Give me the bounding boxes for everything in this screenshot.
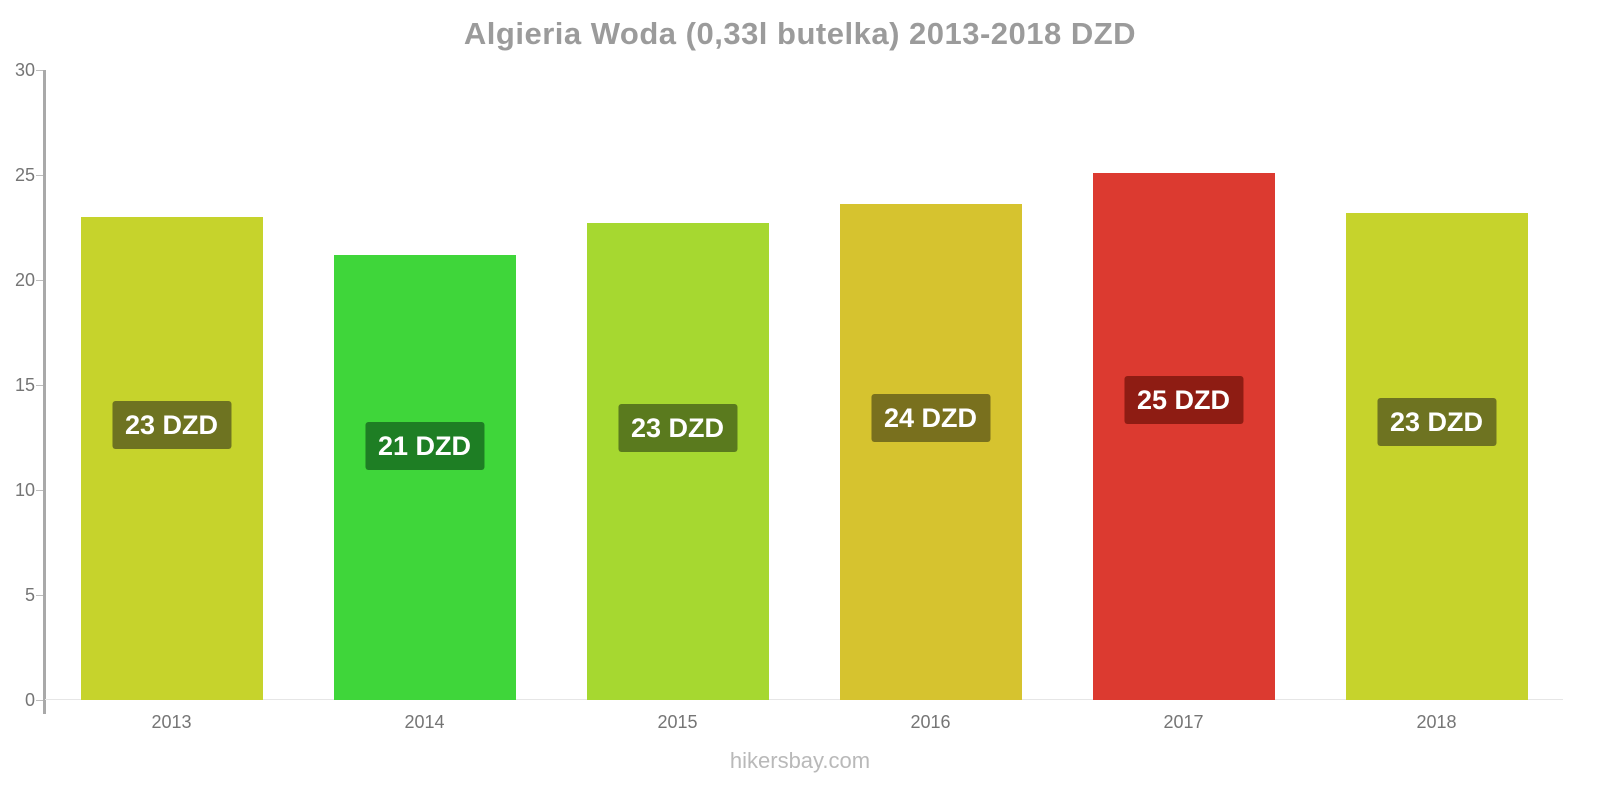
bar-value-label: 23 DZD [111, 400, 232, 449]
bar-value-label: 25 DZD [1123, 375, 1244, 424]
bar-2014: 21 DZD [333, 254, 516, 700]
y-tick-label: 15 [14, 375, 35, 395]
y-tick-mark [36, 70, 43, 71]
chart-title: Algieria Woda (0,33l butelka) 2013-2018 … [463, 16, 1137, 51]
x-tick-label: 2013 [151, 712, 192, 732]
y-tick-mark [36, 595, 43, 596]
bar-2018: 23 DZD [1345, 212, 1528, 700]
x-tick-label: 2015 [657, 712, 698, 732]
bar-2013: 23 DZD [80, 217, 263, 700]
x-tick-label: 2016 [910, 712, 951, 732]
y-tick-label: 0 [24, 690, 35, 710]
y-tick-mark [36, 385, 43, 386]
bar-2016: 24 DZD [839, 204, 1022, 700]
y-tick-label: 25 [14, 165, 35, 185]
y-tick-mark [36, 490, 43, 491]
y-axis [43, 70, 46, 714]
y-tick-label: 10 [14, 480, 35, 500]
y-tick-label: 20 [14, 270, 35, 290]
plot-area: 0 5 10 15 20 25 30 23 DZD 2013 21 DZD 2014 23 DZD 20… [15, 60, 1563, 732]
bar-value-label: 23 DZD [1376, 398, 1497, 447]
y-tick-label: 5 [24, 585, 35, 605]
x-tick-label: 2017 [1163, 712, 1204, 732]
bar-2017: 25 DZD [1092, 172, 1275, 700]
bar-value-label: 24 DZD [870, 393, 991, 442]
x-tick-label: 2014 [404, 712, 445, 732]
x-tick-label: 2018 [1416, 712, 1457, 732]
y-tick-mark [36, 175, 43, 176]
y-tick-mark [36, 280, 43, 281]
x-axis [45, 699, 1563, 700]
bar-value-label: 23 DZD [617, 404, 738, 453]
bar-value-label: 21 DZD [364, 422, 485, 471]
y-tick-mark [36, 700, 43, 701]
watermark: hikersbay.com [729, 748, 871, 773]
y-tick-label: 30 [14, 60, 35, 80]
bar-2015: 23 DZD [586, 223, 769, 700]
